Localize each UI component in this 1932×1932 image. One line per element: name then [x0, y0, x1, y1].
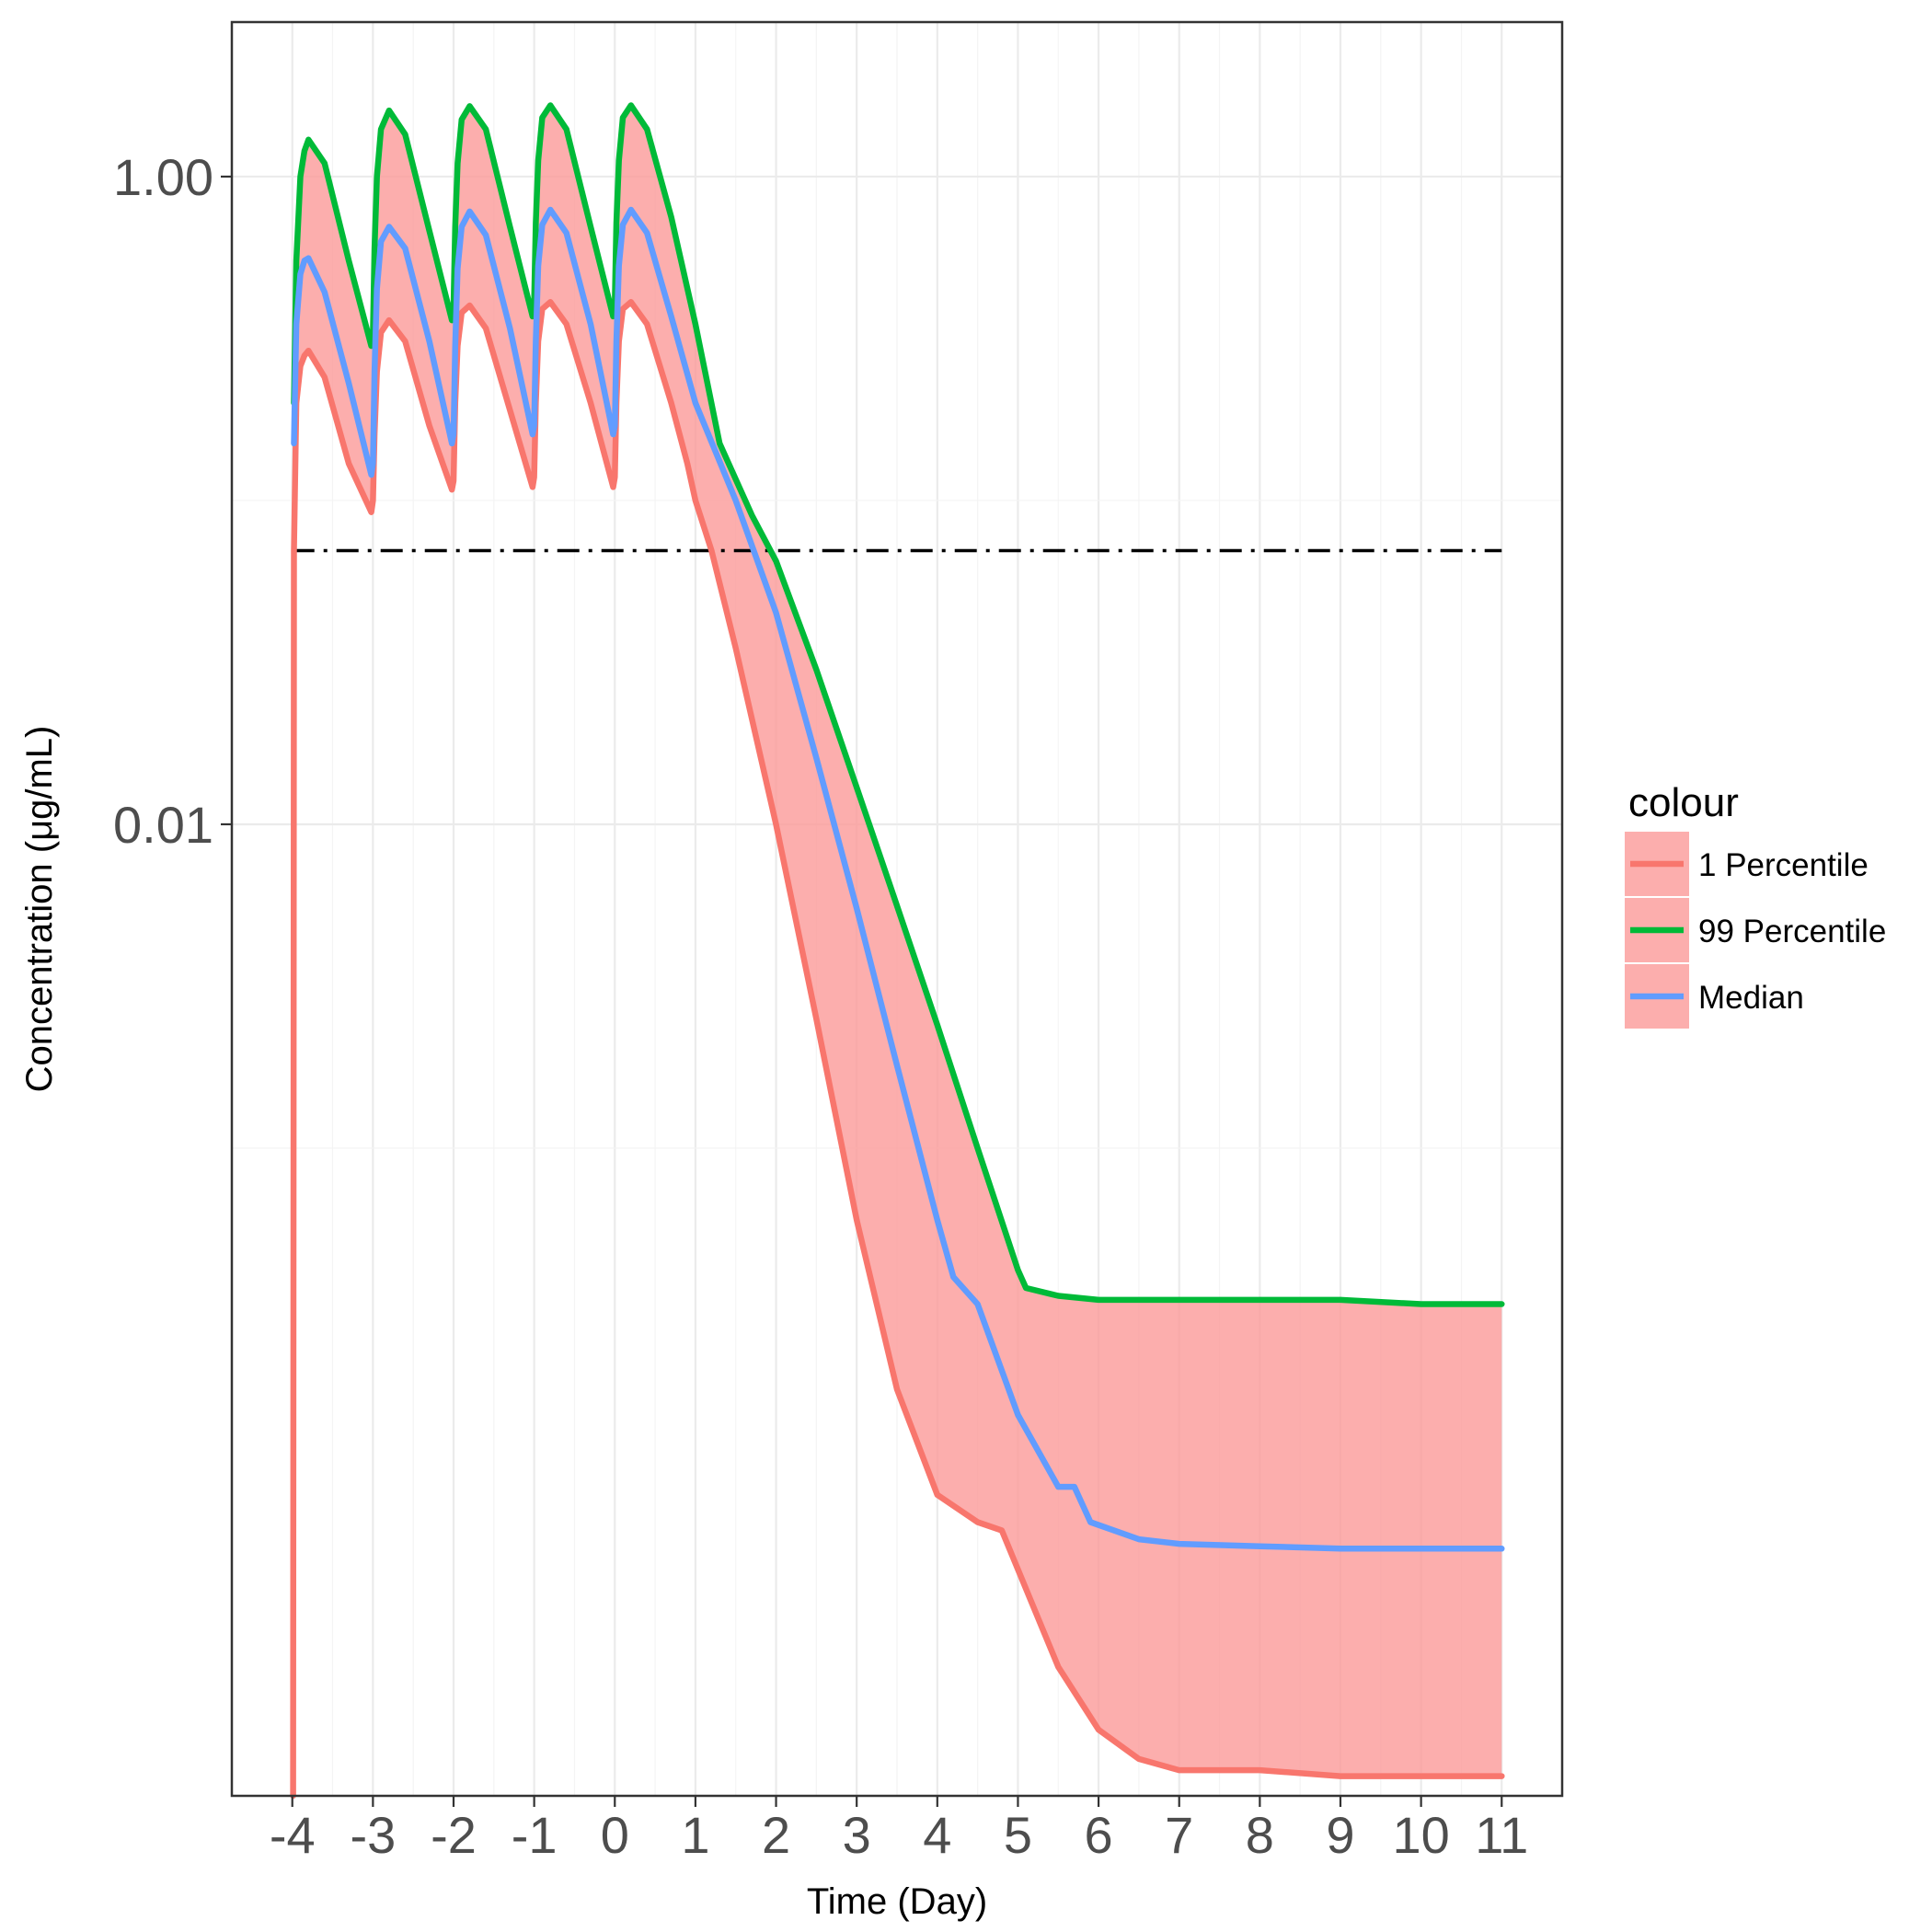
x-tick-label: -3 [350, 1806, 396, 1864]
y-tick-label: 0.01 [113, 796, 213, 854]
legend-label-99-percentile: 99 Percentile [1698, 914, 1886, 949]
x-tick-label: 9 [1326, 1806, 1354, 1864]
x-tick-label: -1 [512, 1806, 558, 1864]
x-tick-label: 6 [1085, 1806, 1113, 1864]
panel-border [230, 20, 1564, 1798]
x-tick-label: 2 [762, 1806, 790, 1864]
ribbon-area [293, 105, 1502, 1777]
x-tick-label: 3 [843, 1806, 871, 1864]
x-tick-label: 0 [601, 1806, 629, 1864]
y-axis-title: Concentration (μg/mL) [19, 726, 60, 1093]
x-tick-label: 10 [1392, 1806, 1449, 1864]
legend-label-median: Median [1698, 980, 1804, 1016]
percentile-ribbon [293, 105, 1502, 1777]
x-tick-label: 7 [1165, 1806, 1193, 1864]
legend-title: colour [1628, 780, 1739, 825]
series-lines [290, 102, 1505, 1800]
x-tick-label: 4 [923, 1806, 951, 1864]
x-axis-title: Time (Day) [807, 1881, 987, 1922]
y-axis-ticks: 1.00 0.01 [113, 148, 232, 854]
series-line-99-percentile [291, 102, 1505, 1307]
x-axis-ticks: -4 -3 -2 -1 0 1 2 3 4 5 6 7 8 9 10 11 [270, 1796, 1528, 1864]
x-tick-label: -2 [431, 1806, 477, 1864]
x-tick-label: 5 [1004, 1806, 1032, 1864]
series-line-median [291, 206, 1505, 1552]
x-tick-label: 8 [1246, 1806, 1274, 1864]
x-tick-label: 11 [1475, 1806, 1528, 1864]
x-tick-label: 1 [681, 1806, 709, 1864]
legend-label-1-percentile: 1 Percentile [1698, 847, 1869, 883]
y-tick-label: 1.00 [113, 148, 213, 206]
legend: colour 1 Percentile 99 Percentile Median [1625, 780, 1886, 1029]
x-tick-label: -4 [270, 1806, 316, 1864]
